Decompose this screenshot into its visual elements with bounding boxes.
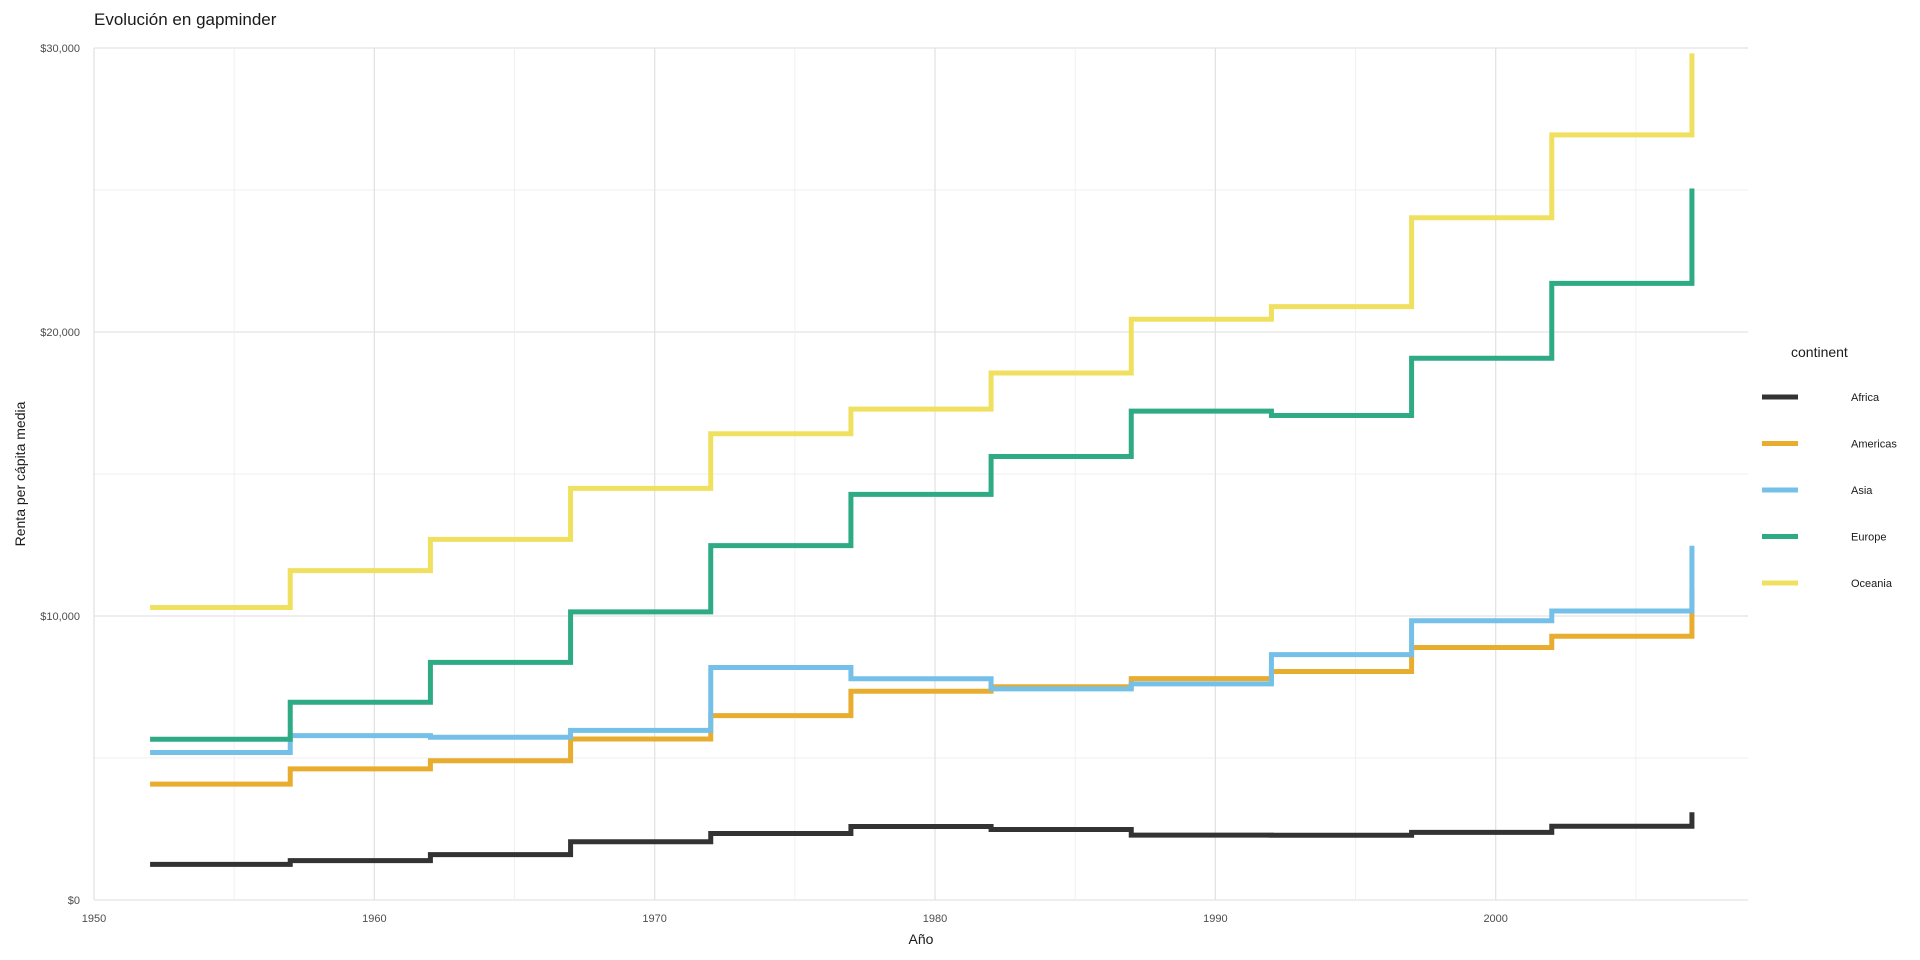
x-tick-label: 1960 xyxy=(362,913,386,925)
x-tick-label: 1950 xyxy=(82,913,106,925)
y-tick-label: $20,000 xyxy=(40,327,80,339)
legend-item-europe: Europe xyxy=(1762,532,1886,544)
legend: continent Africa Americas Asia Europe Oceania xyxy=(1762,344,1897,590)
x-axis-ticks: 1950 1960 1970 1980 1990 2000 xyxy=(82,913,1508,925)
grid-lines xyxy=(93,47,1748,901)
series-line-europe xyxy=(150,188,1695,742)
x-tick-label: 1990 xyxy=(1203,913,1227,925)
legend-label: Africa xyxy=(1851,392,1880,404)
chart-title: Evolución en gapminder xyxy=(94,10,277,29)
x-tick-label: 1970 xyxy=(642,913,666,925)
series-line-americas xyxy=(150,587,1695,787)
y-tick-label: $0 xyxy=(68,895,80,907)
series-line-africa xyxy=(150,812,1695,867)
x-tick-label: 1980 xyxy=(923,913,947,925)
series-line-oceania xyxy=(150,53,1695,611)
legend-label: Asia xyxy=(1851,485,1873,497)
legend-label: Americas xyxy=(1851,439,1897,451)
y-tick-label: $30,000 xyxy=(40,43,80,55)
legend-item-oceania: Oceania xyxy=(1762,578,1893,590)
legend-title: continent xyxy=(1791,344,1848,360)
legend-label: Europe xyxy=(1851,532,1886,544)
legend-item-africa: Africa xyxy=(1762,392,1880,404)
x-axis-title: Año xyxy=(909,931,934,947)
legend-item-americas: Americas xyxy=(1762,439,1897,451)
data-series xyxy=(150,53,1695,867)
x-tick-label: 2000 xyxy=(1483,913,1507,925)
y-tick-label: $10,000 xyxy=(40,611,80,623)
y-axis-ticks: $0 $10,000 $20,000 $30,000 xyxy=(40,43,80,907)
series-line-asia xyxy=(150,545,1695,755)
legend-label: Oceania xyxy=(1851,578,1893,590)
y-axis-title: Renta per cápita media xyxy=(12,401,28,546)
legend-item-asia: Asia xyxy=(1762,485,1873,497)
